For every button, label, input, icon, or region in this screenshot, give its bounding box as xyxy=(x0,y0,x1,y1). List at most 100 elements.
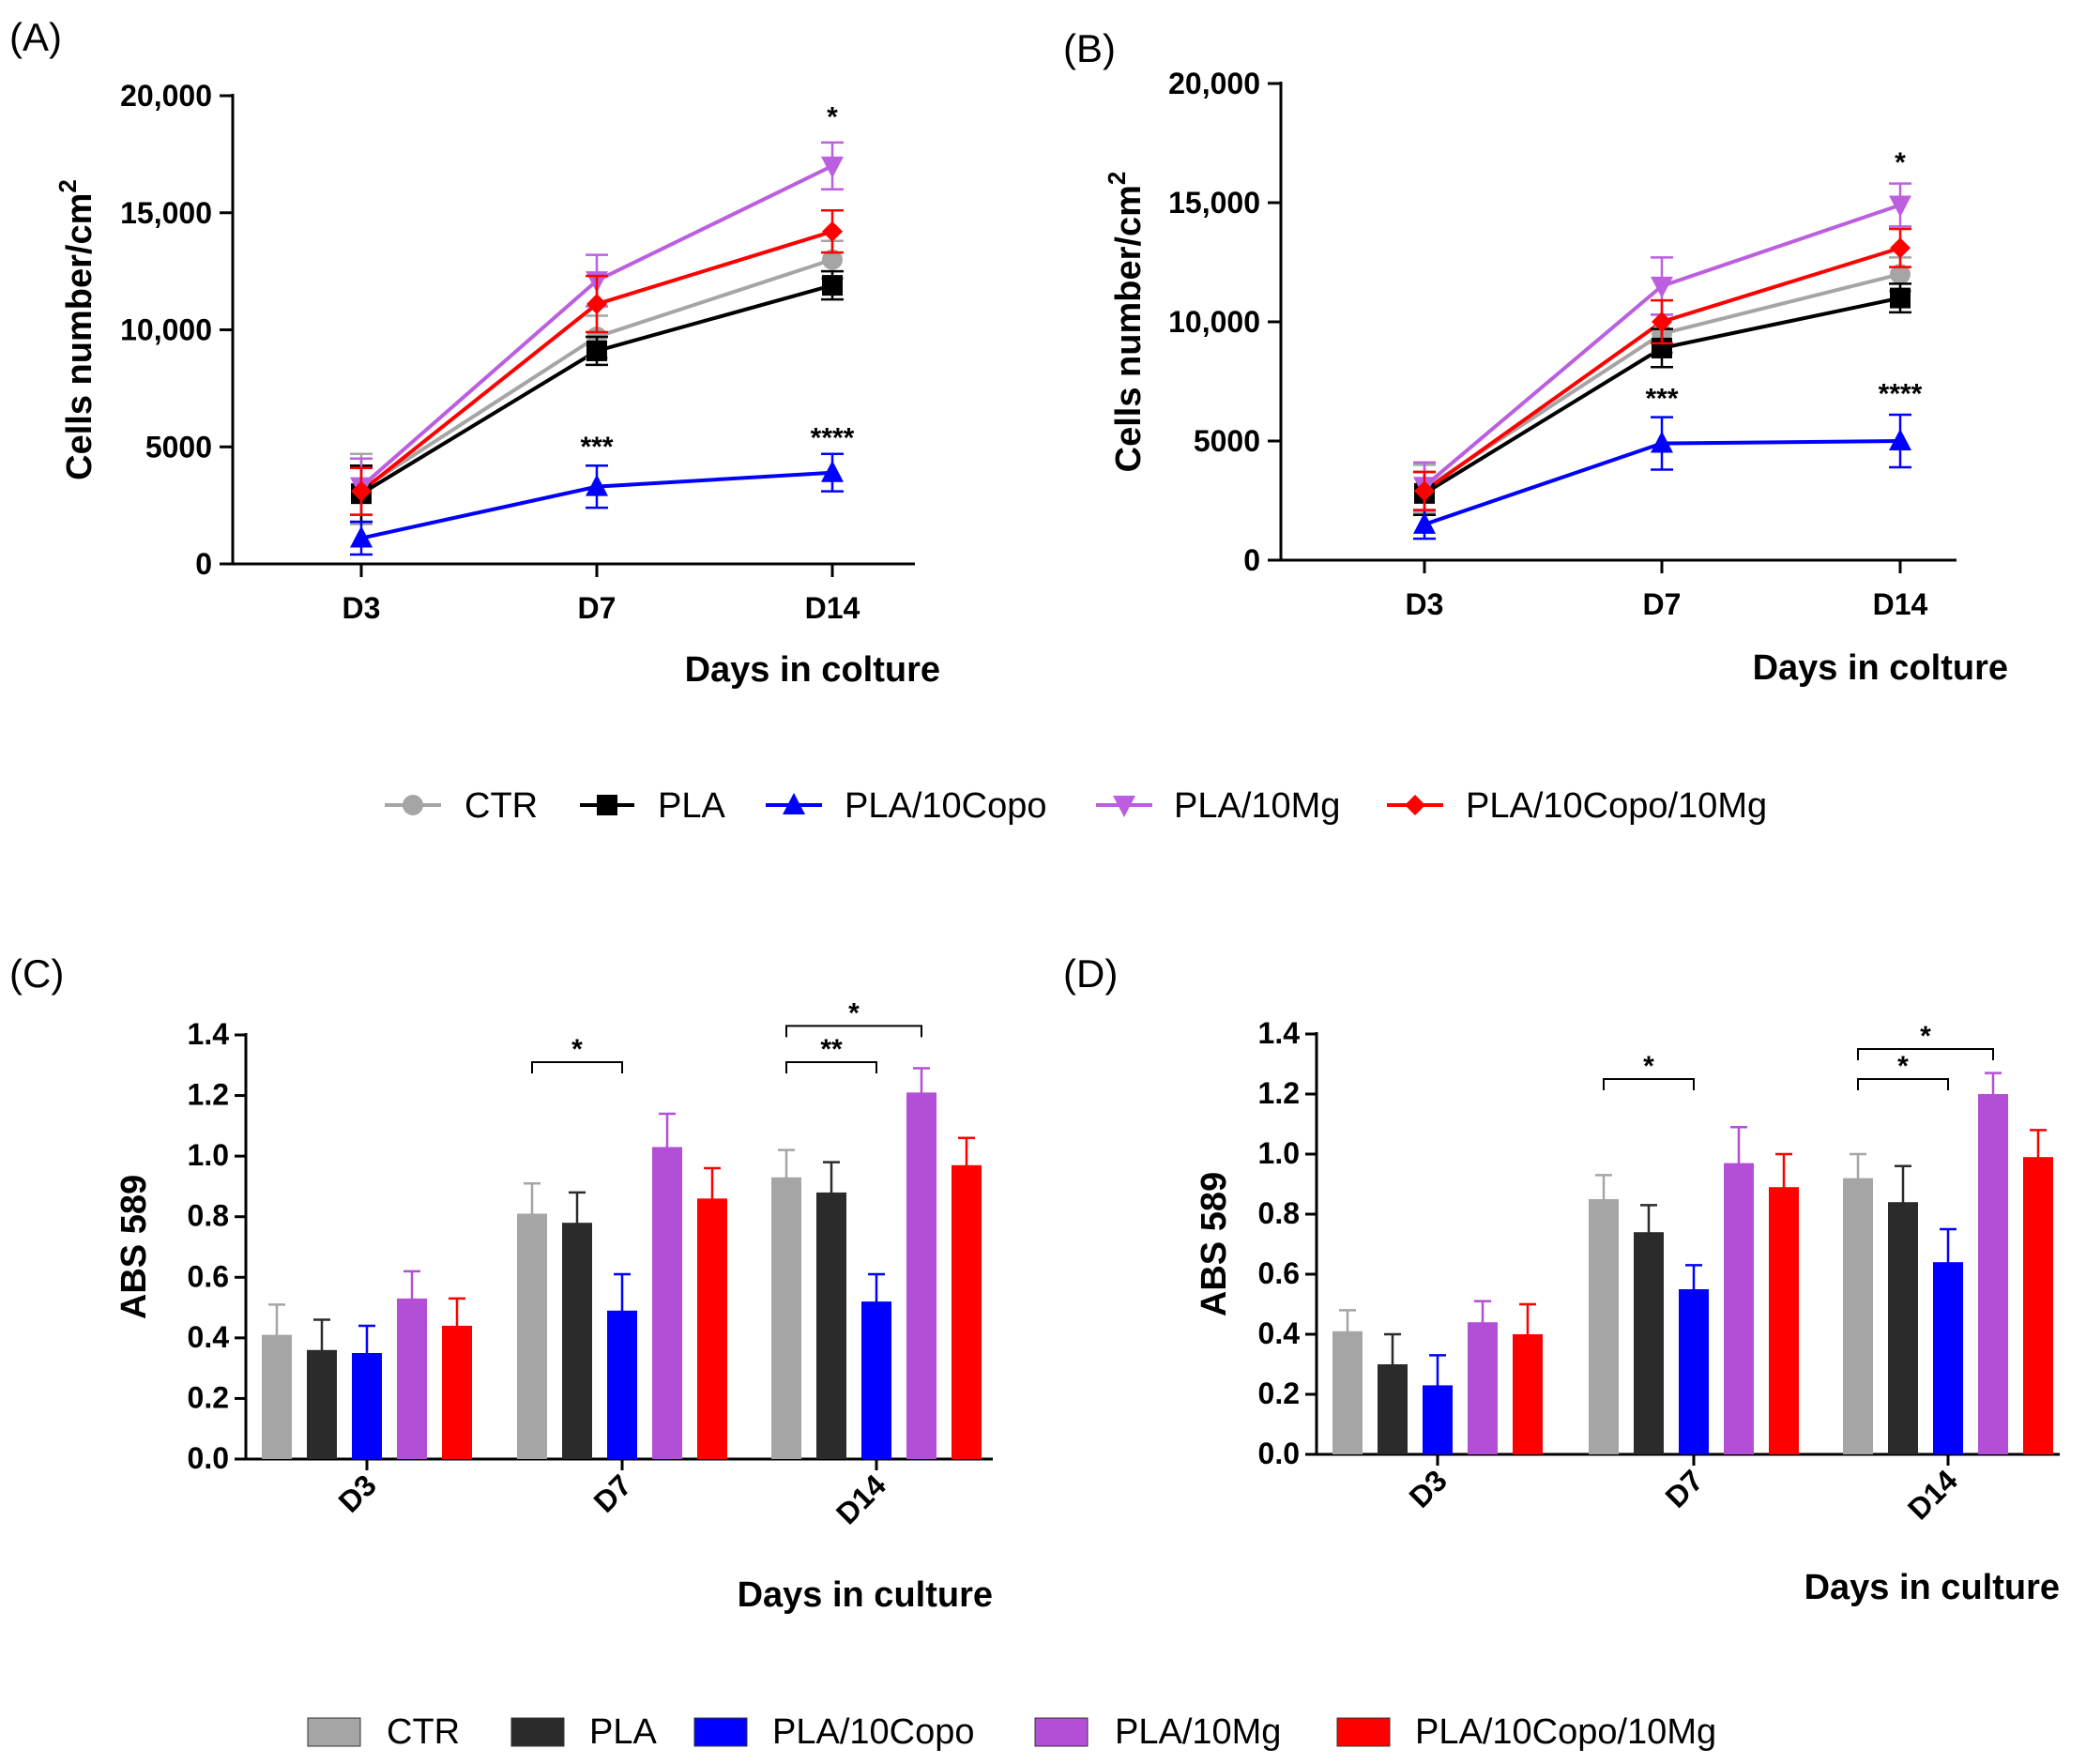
legend-swatch-pla xyxy=(510,1717,565,1747)
legend-marker-pla-10mg xyxy=(1113,796,1135,817)
significance-marker: * xyxy=(1920,1021,1931,1052)
significance-marker: **** xyxy=(1879,378,1923,409)
data-point-pla-10copo-10mg xyxy=(351,480,372,502)
legend-label-ctr: CTR xyxy=(464,786,538,826)
y-tick-label: 15,000 xyxy=(120,196,212,230)
x-tick-label: D14 xyxy=(1873,587,1928,621)
bar-pla-10copo-10mg-d7 xyxy=(1769,1187,1799,1454)
bar-pla-10mg-d3 xyxy=(1468,1322,1498,1454)
y-tick-label: 0.6 xyxy=(188,1259,229,1293)
y-tick-label: 1.2 xyxy=(1258,1076,1300,1110)
significance-marker: **** xyxy=(811,422,855,453)
legend-marker-pla xyxy=(597,795,617,815)
x-tick-label: D14 xyxy=(830,1467,892,1530)
significance-bracket xyxy=(1857,1078,1949,1090)
y-axis-title: ABS 589 xyxy=(114,1175,154,1319)
significance-marker: *** xyxy=(580,432,613,463)
line-legend: CTR PLA PLA/10Copo PLA/10Mg PLA/10Copo/10Mg xyxy=(385,786,1767,826)
x-axis-title: Days in culture xyxy=(1804,1568,2060,1607)
data-point-ctr xyxy=(822,249,843,270)
y-tick-label: 0.4 xyxy=(188,1320,230,1354)
y-tick-label: 20,000 xyxy=(1168,67,1260,100)
y-tick-label: 20,000 xyxy=(120,79,212,113)
x-axis-title: Days in colture xyxy=(1753,648,2008,688)
bar-pla-10mg-d14 xyxy=(906,1092,936,1459)
y-tick-label: 10,000 xyxy=(1168,305,1260,339)
data-point-pla-10copo xyxy=(1651,431,1673,453)
y-tick-label: 1.4 xyxy=(1258,1016,1301,1050)
significance-bracket xyxy=(785,1061,877,1074)
legend-swatch-pla-10mg xyxy=(1034,1717,1089,1747)
bar-pla-d7 xyxy=(562,1223,592,1459)
significance-marker: *** xyxy=(1645,383,1678,414)
x-tick-label: D7 xyxy=(578,591,617,625)
legend-label-pla-10mg: PLA/10Mg xyxy=(1174,786,1340,826)
panel-a-line-chart: (A) 0 5000 10,000 15,000 20,000 D3 D7 D14 Days in… xyxy=(9,15,940,690)
significance-bracket xyxy=(1603,1078,1695,1090)
legend-marker-ctr xyxy=(403,795,423,815)
bar-pla-10copo-10mg-d7 xyxy=(697,1198,727,1459)
x-tick-label: D3 xyxy=(343,591,381,625)
y-tick-label: 0 xyxy=(195,547,212,581)
legend-label-pla-10copo: PLA/10Copo xyxy=(772,1712,975,1752)
y-tick-label: 0.8 xyxy=(1258,1196,1300,1230)
bar-pla-10copo-10mg-d14 xyxy=(952,1164,982,1459)
x-tick-label: D3 xyxy=(332,1467,383,1518)
bar-pla-10mg-d14 xyxy=(1978,1094,2008,1454)
x-tick-label: D3 xyxy=(1406,587,1444,621)
y-tick-label: 0.2 xyxy=(1258,1376,1300,1410)
panel-label: (C) xyxy=(9,951,64,996)
legend-marker-pla-10copo xyxy=(783,793,805,814)
y-axis-title: ABS 589 xyxy=(1195,1172,1234,1316)
panel-c-bar-chart: (C)0.00.20.40.60.81.01.21.4D3 D7 D14* ***Da… xyxy=(9,951,993,1615)
y-tick-label: 0.6 xyxy=(1258,1256,1300,1290)
x-axis-title: Days in culture xyxy=(738,1575,993,1615)
y-tick-label: 0 xyxy=(1243,543,1260,577)
significance-marker: * xyxy=(1897,1051,1909,1082)
panel-b-line-chart: (B) 0 5000 10,000 15,000 20,000 D3 D7 D14 Days in… xyxy=(1063,26,2008,688)
data-point-pla-10copo-10mg xyxy=(586,294,607,315)
y-tick-label: 10,000 xyxy=(120,313,212,347)
data-point-pla-10copo xyxy=(350,525,373,548)
data-point-pla-10mg xyxy=(1889,195,1911,218)
y-axis-title: Cells number/cm2 xyxy=(53,179,99,480)
significance-marker: * xyxy=(1643,1051,1654,1082)
legend-swatch-ctr xyxy=(307,1717,361,1747)
significance-marker: ** xyxy=(820,1034,843,1065)
bar-ctr-d14 xyxy=(771,1177,801,1459)
significance-marker: * xyxy=(571,1034,583,1065)
significance-bracket xyxy=(1857,1048,1994,1060)
legend-swatch-pla-10copo xyxy=(693,1717,748,1747)
legend-label-pla-10mg: PLA/10Mg xyxy=(1115,1712,1281,1752)
bar-pla-d14 xyxy=(1888,1202,1918,1454)
panel-label: (A) xyxy=(9,15,62,59)
data-point-pla-10copo-10mg xyxy=(1652,312,1672,332)
significance-marker: * xyxy=(1895,147,1906,178)
data-point-pla-10mg xyxy=(821,156,844,178)
y-tick-label: 1.2 xyxy=(188,1078,229,1112)
y-tick-label: 0.0 xyxy=(1258,1437,1300,1470)
significance-marker: * xyxy=(827,101,838,132)
y-tick-label: 0.8 xyxy=(188,1199,229,1233)
x-axis-title: Days in colture xyxy=(685,650,940,690)
y-tick-label: 5000 xyxy=(145,430,212,464)
y-tick-label: 5000 xyxy=(1194,424,1260,458)
data-point-pla-10copo xyxy=(821,460,844,482)
bar-pla-d7 xyxy=(1634,1232,1664,1454)
data-point-pla xyxy=(1890,287,1911,309)
legend-label-pla-10copo-10mg: PLA/10Copo/10Mg xyxy=(1415,1712,1716,1752)
legend-label-pla-10copo: PLA/10Copo xyxy=(845,786,1047,826)
y-axis-title-superscript: 2 xyxy=(53,179,82,192)
data-point-pla-10copo xyxy=(586,474,608,496)
y-tick-label: 0.4 xyxy=(1258,1316,1301,1350)
x-tick-label: D14 xyxy=(805,591,860,625)
data-point-ctr xyxy=(1890,264,1911,285)
panel-d-bar-chart: (D) 0.0 0.2 0.4 0.6 0.8 1.0 1.2 1.4 D3 D7 D14 * * * Day… xyxy=(1063,951,2060,1607)
y-tick-label: 1.0 xyxy=(188,1138,229,1172)
data-point-pla-10copo-10mg xyxy=(822,220,843,242)
y-tick-label: 15,000 xyxy=(1168,186,1260,220)
bar-legend: CTR PLA PLA/10Copo PLA/10Mg PLA/10Copo/10Mg xyxy=(307,1712,1716,1752)
significance-marker: * xyxy=(848,997,860,1028)
bar-pla-d14 xyxy=(816,1192,846,1459)
